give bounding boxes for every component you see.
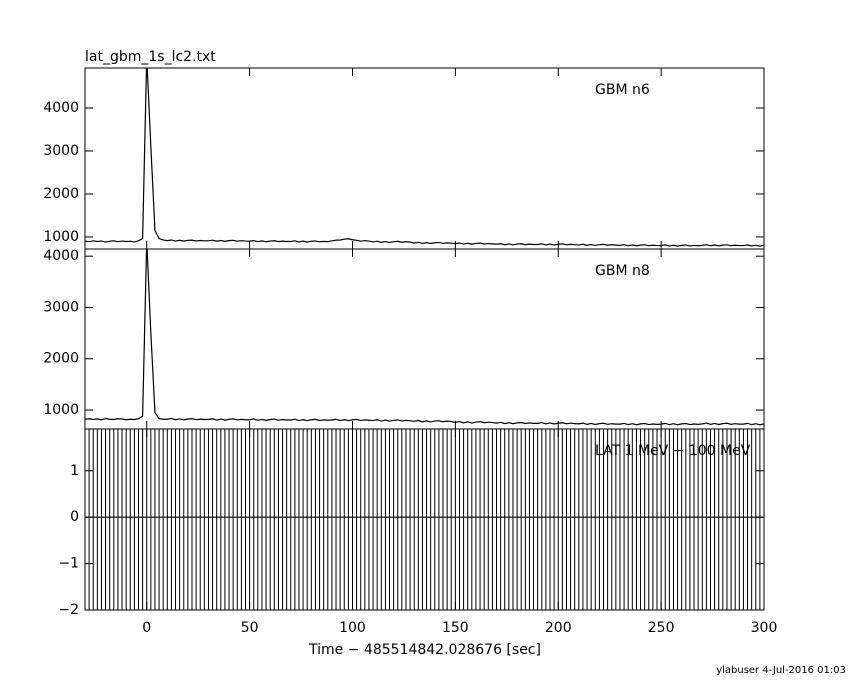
x-tick-label: 0 bbox=[142, 620, 151, 636]
panel-label: GBM n6 bbox=[595, 82, 650, 98]
y-tick-label: 1000 bbox=[43, 402, 79, 418]
y-tick-label: −2 bbox=[58, 602, 79, 618]
panel-label: GBM n8 bbox=[595, 263, 650, 279]
data-line bbox=[85, 68, 764, 247]
plot-area bbox=[85, 429, 764, 610]
y-tick-label: 4000 bbox=[43, 100, 79, 116]
chart-title: lat_gbm_1s_lc2.txt bbox=[85, 49, 216, 65]
plot-area bbox=[85, 68, 764, 247]
panel-frame bbox=[84, 67, 765, 250]
data-line bbox=[85, 249, 764, 426]
panel-frame bbox=[84, 248, 765, 430]
plot-area bbox=[85, 249, 764, 426]
x-tick-label: 200 bbox=[545, 620, 572, 636]
y-tick-label: −1 bbox=[58, 556, 79, 572]
y-tick-label: 3000 bbox=[43, 143, 79, 159]
x-tick-label: 250 bbox=[648, 620, 675, 636]
panel-frame bbox=[84, 428, 765, 611]
x-tick-label: 150 bbox=[442, 620, 469, 636]
x-tick-label: 300 bbox=[751, 620, 778, 636]
y-tick-label: 0 bbox=[70, 509, 79, 525]
x-tick-label: 50 bbox=[241, 620, 259, 636]
y-tick-label: 2000 bbox=[43, 351, 79, 367]
y-tick-label: 1 bbox=[70, 463, 79, 479]
footer: ylabuser 4-Jul-2016 01:03 bbox=[716, 665, 846, 676]
y-tick-label: 1000 bbox=[43, 229, 79, 245]
y-tick-label: 2000 bbox=[43, 186, 79, 202]
y-tick-label: 3000 bbox=[43, 299, 79, 315]
x-tick-label: 100 bbox=[339, 620, 366, 636]
panel-label: LAT 1 MeV − 100 MeV bbox=[595, 443, 751, 459]
y-tick-label: 4000 bbox=[43, 248, 79, 264]
x-axis-label: Time − 485514842.028676 [sec] bbox=[308, 642, 541, 658]
